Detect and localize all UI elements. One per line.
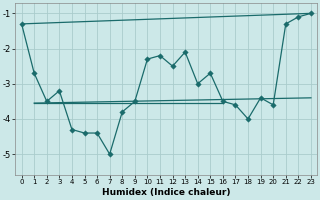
X-axis label: Humidex (Indice chaleur): Humidex (Indice chaleur) [102,188,230,197]
